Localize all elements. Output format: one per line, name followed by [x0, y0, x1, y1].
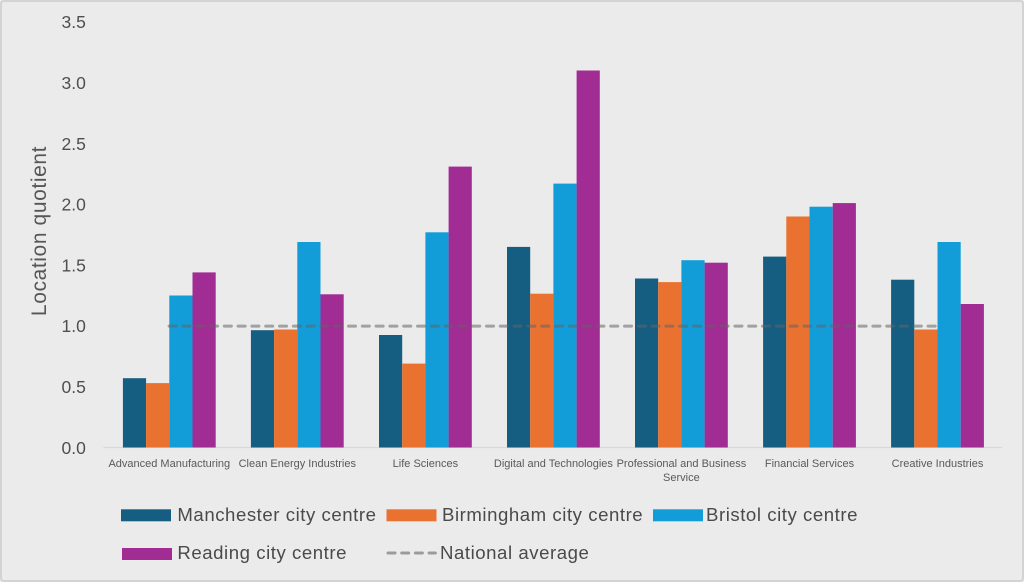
svg-text:Professional and Business: Professional and Business — [617, 458, 747, 470]
svg-text:Life Sciences: Life Sciences — [393, 458, 459, 470]
svg-text:Location quotient: Location quotient — [28, 146, 51, 316]
svg-text:3.5: 3.5 — [61, 12, 85, 32]
svg-text:Creative Industries: Creative Industries — [892, 458, 984, 470]
svg-text:Clean Energy Industries: Clean Energy Industries — [239, 458, 357, 470]
svg-text:Reading city centre: Reading city centre — [177, 542, 347, 563]
svg-text:Advanced Manufacturing: Advanced Manufacturing — [108, 458, 230, 470]
svg-text:Birmingham city centre: Birmingham city centre — [442, 504, 643, 525]
svg-text:0.0: 0.0 — [61, 438, 86, 458]
svg-text:1.0: 1.0 — [61, 316, 86, 336]
svg-text:Manchester city centre: Manchester city centre — [177, 504, 376, 525]
svg-text:2.5: 2.5 — [61, 134, 85, 154]
svg-text:Financial Services: Financial Services — [765, 458, 855, 470]
svg-text:National average: National average — [440, 542, 589, 563]
svg-text:1.5: 1.5 — [61, 255, 85, 275]
svg-text:Bristol city centre: Bristol city centre — [706, 504, 858, 525]
svg-text:0.5: 0.5 — [61, 377, 85, 397]
svg-text:Digital and Technologies: Digital and Technologies — [494, 458, 614, 470]
svg-text:3.0: 3.0 — [61, 73, 86, 93]
svg-text:Service: Service — [663, 472, 700, 484]
svg-text:2.0: 2.0 — [61, 195, 86, 215]
